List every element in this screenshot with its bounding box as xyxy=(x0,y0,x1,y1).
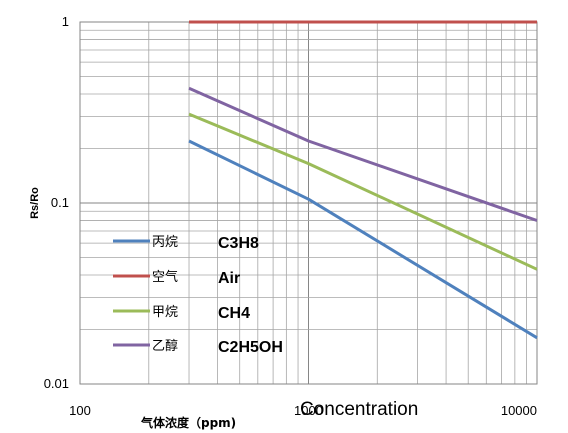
legend-label: 丙烷 xyxy=(152,235,178,250)
legend-label: 空气 xyxy=(152,269,178,285)
x-axis-label-english: Concentration xyxy=(300,399,418,420)
y-axis-label: Rs/Ro xyxy=(29,187,41,219)
legend-label-english: CH4 xyxy=(218,305,250,322)
series-line-ch4 xyxy=(188,112,538,271)
legend: 丙烷 C3H8 空气 Air 甲烷 CH4 乙醇 C2H5OH xyxy=(113,235,283,356)
x-tick-label: 100 xyxy=(69,403,91,418)
series-line-c2h5oh xyxy=(188,86,538,222)
series-line-c3h8 xyxy=(188,139,538,340)
legend-label-english: C2H5OH xyxy=(218,339,283,356)
x-axis-label: 气体浓度（ppm) xyxy=(140,415,236,430)
legend-label-english: Air xyxy=(218,270,240,287)
y-tick-label: 0.1 xyxy=(51,195,69,210)
series-layer xyxy=(188,20,538,340)
y-tick-label: 0.01 xyxy=(44,376,69,391)
legend-label: 乙醇 xyxy=(152,338,178,354)
y-tick-label: 1 xyxy=(62,14,69,29)
legend-label-english: C3H8 xyxy=(218,235,259,252)
grid-layer xyxy=(79,22,537,385)
x-tick-label: 10000 xyxy=(501,403,537,418)
x-tick-label: 1000 xyxy=(294,403,323,418)
legend-label: 甲烷 xyxy=(152,305,178,320)
